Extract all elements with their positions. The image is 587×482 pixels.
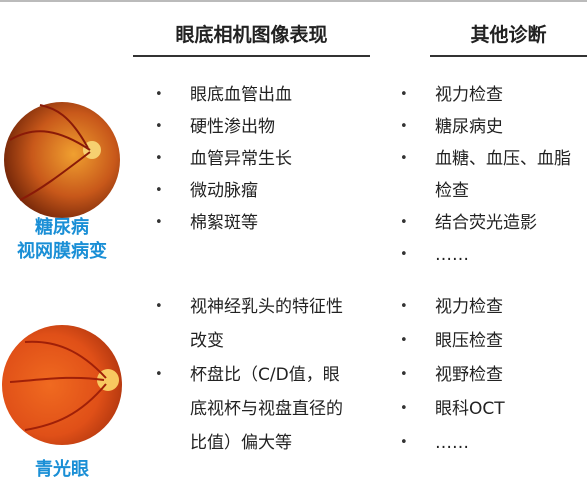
fundus-image-diabetic — [4, 102, 120, 218]
findings-item: 棉絮斑等 — [155, 207, 355, 239]
diagnosis-item: 视力检查 — [400, 290, 587, 324]
findings-header: 眼底相机图像表现 — [133, 20, 370, 57]
top-rule — [0, 0, 587, 2]
findings-item: 杯盘比（C/D值，眼底视杯与视盘直径的比值）偏大等 — [155, 358, 355, 460]
row-label: 糖尿病 视网膜病变 — [0, 216, 124, 264]
label-line: 视网膜病变 — [17, 241, 107, 262]
diagnosis-item: …… — [400, 239, 587, 271]
findings-item: 视神经乳头的特征性改变 — [155, 290, 355, 358]
diagnosis-list: 视力检查糖尿病史血糖、血压、血脂检查结合荧光造影…… — [400, 79, 587, 271]
diagnosis-item: 糖尿病史 — [400, 111, 587, 143]
diagnosis-header: 其他诊断 — [430, 20, 587, 57]
findings-item: 血管异常生长 — [155, 143, 355, 175]
findings-list: 眼底血管出血硬性渗出物血管异常生长微动脉瘤棉絮斑等 — [155, 79, 355, 239]
findings-item: 硬性渗出物 — [155, 111, 355, 143]
diagnosis-item: 视力检查 — [400, 79, 587, 111]
findings-item: 眼底血管出血 — [155, 79, 355, 111]
row-label: 青光眼 — [0, 458, 124, 482]
diagnosis-item: 眼科OCT — [400, 392, 587, 426]
findings-list: 视神经乳头的特征性改变杯盘比（C/D值，眼底视杯与视盘直径的比值）偏大等 — [155, 290, 355, 460]
label-line: 糖尿病 — [35, 217, 89, 238]
diagnosis-item: 视野检查 — [400, 358, 587, 392]
label-line: 青光眼 — [35, 459, 89, 480]
findings-item: 微动脉瘤 — [155, 175, 355, 207]
diagnosis-item: 结合荧光造影 — [400, 207, 587, 239]
diagnosis-item: 血糖、血压、血脂检查 — [400, 143, 587, 207]
diagnosis-item: …… — [400, 426, 587, 460]
diagnosis-item: 眼压检查 — [400, 324, 587, 358]
diagnosis-list: 视力检查眼压检查视野检查眼科OCT…… — [400, 290, 587, 460]
fundus-image-glaucoma — [2, 325, 122, 445]
